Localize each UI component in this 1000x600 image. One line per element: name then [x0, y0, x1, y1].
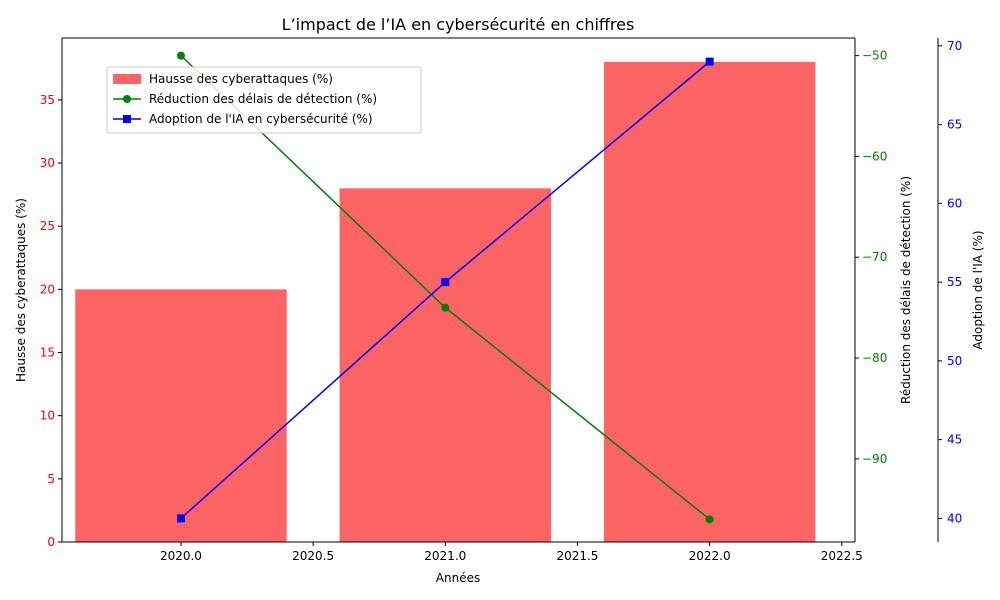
right1-tick-label: −50: [862, 49, 887, 63]
x-tick-label: 2020.0: [160, 549, 202, 563]
bar-2021: [339, 188, 552, 542]
right1-tick-label: −80: [862, 351, 887, 365]
bar-2022: [603, 62, 816, 542]
point-right2-2022: [705, 57, 714, 66]
legend-box: [106, 66, 422, 134]
right2-tick-label: 45: [947, 433, 962, 447]
bar-2020: [75, 289, 287, 542]
point-right2-2021: [441, 278, 450, 287]
right2-tick-label: 65: [947, 118, 962, 132]
left-axis-label: Hausse des cyberattaques (%): [14, 198, 28, 382]
x-axis-label: Années: [436, 571, 480, 585]
right1-tick-label: −60: [862, 149, 887, 163]
right1-tick-label: −90: [862, 452, 887, 466]
x-tick-label: 2022.0: [689, 549, 731, 563]
legend-swatch-bar: [113, 74, 141, 84]
right1-axis-label: Réduction des délais de détection (%): [899, 176, 913, 404]
left-tick-label: 35: [40, 93, 55, 107]
legend-marker-right1: [123, 95, 131, 103]
left-tick-label: 15: [40, 346, 55, 360]
point-right1-2021: [441, 303, 450, 312]
right2-tick-label: 40: [947, 511, 962, 525]
legend-marker-right2: [123, 115, 131, 123]
legend-label: Hausse des cyberattaques (%): [149, 72, 333, 86]
point-right2-2020: [176, 514, 185, 523]
chart-title: L’impact de l’IA en cybersécurité en chi…: [282, 15, 635, 34]
point-right1-2020: [176, 51, 185, 60]
left-tick-label: 30: [40, 156, 55, 170]
left-tick-label: 5: [47, 472, 55, 486]
right2-tick-label: 55: [947, 275, 962, 289]
left-tick-label: 10: [40, 409, 55, 423]
x-tick-label: 2022.5: [821, 549, 863, 563]
point-right1-2022: [705, 515, 714, 524]
left-tick-label: 0: [47, 535, 55, 549]
x-tick-label: 2020.5: [292, 549, 334, 563]
right1-tick-label: −70: [862, 250, 887, 264]
right2-tick-label: 50: [947, 354, 962, 368]
right2-tick-label: 70: [947, 39, 962, 53]
right2-tick-label: 60: [947, 196, 962, 210]
right2-axis-label: Adoption de l'IA (%): [971, 230, 985, 349]
legend-label: Adoption de l'IA en cybersécurité (%): [149, 112, 373, 126]
x-tick-label: 2021.0: [424, 549, 466, 563]
x-tick-label: 2021.5: [556, 549, 598, 563]
left-tick-label: 20: [40, 282, 55, 296]
left-tick-label: 25: [40, 219, 55, 233]
legend-label: Réduction des délais de détection (%): [149, 92, 377, 106]
